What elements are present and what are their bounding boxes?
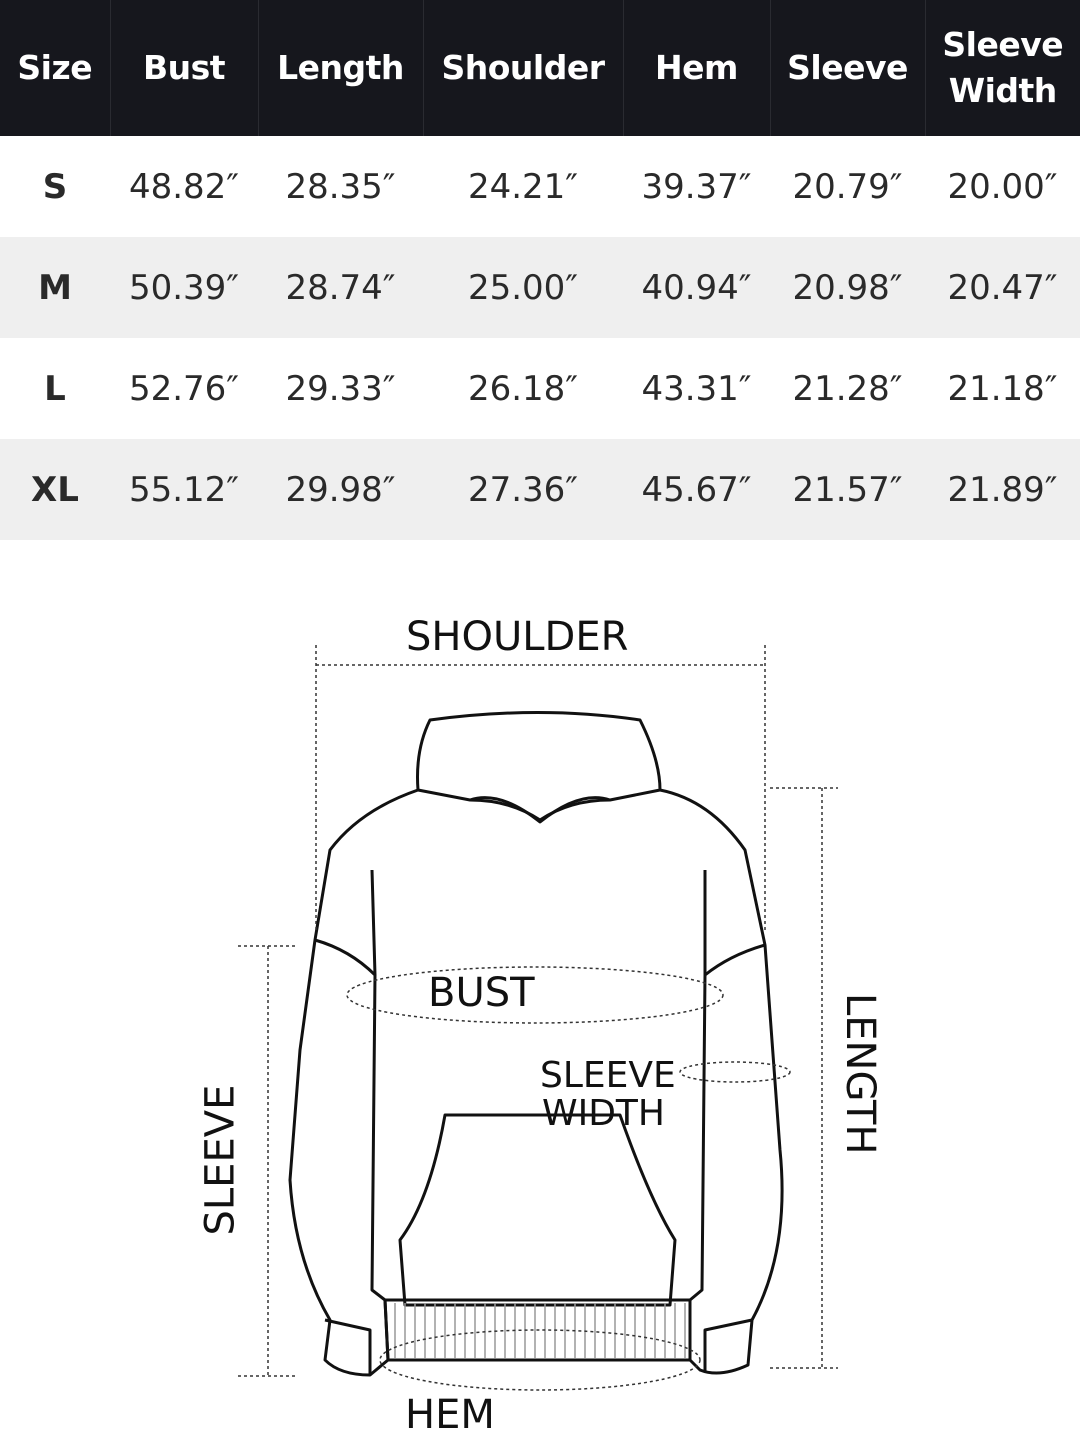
cell-size: L (44, 368, 66, 409)
cell-shoulder: 27.36″ (423, 439, 623, 540)
header-shoulder: Shoulder (422, 0, 623, 136)
cell-sleeve-width: 20.00″ (947, 166, 1058, 207)
cell-sleeve-width: 21.18″ (947, 368, 1058, 409)
cell-sleeve-width: 20.47″ (925, 237, 1080, 338)
cell-shoulder: 25.00″ (423, 237, 623, 338)
label-sleeve-width-line1: SLEEVE (540, 1055, 676, 1096)
header-size: Size (0, 0, 110, 136)
cell-size: M (0, 237, 110, 338)
label-sleeve-width-line2: WIDTH (542, 1093, 665, 1134)
cell-length: 28.74″ (258, 237, 423, 338)
cell-length: 28.35″ (285, 166, 396, 207)
cell-size: XL (0, 439, 110, 540)
table-row: M 50.39″ 28.74″ 25.00″ 40.94″ 20.98″ 20.47″ (0, 237, 1080, 338)
cell-hem: 39.37″ (641, 166, 752, 207)
cell-bust: 48.82″ (128, 166, 240, 207)
cell-sleeve-width: 21.89″ (925, 439, 1080, 540)
table-row: XL 55.12″ 29.98″ 27.36″ 45.67″ 21.57″ 21.89″ (0, 439, 1080, 540)
cell-hem: 40.94″ (623, 237, 770, 338)
table-row: S 48.82″ 28.35″ 24.21″ 39.37″ 20.79″ 20.00″ (0, 136, 1080, 237)
header-hem: Hem (622, 0, 770, 136)
label-shoulder: SHOULDER (406, 614, 629, 660)
cell-shoulder: 24.21″ (467, 166, 579, 207)
cell-shoulder: 26.18″ (467, 368, 579, 409)
header-row: Size Bust Length Shoulder Hem Sleeve Sle… (0, 0, 1080, 136)
cell-length: 29.33″ (285, 368, 396, 409)
cell-sleeve: 20.79″ (792, 166, 903, 207)
cell-bust: 50.39″ (110, 237, 258, 338)
table-row: L 52.76″ 29.33″ 26.18″ 43.31″ 21.28″ 21.18″ (0, 338, 1080, 439)
header-length: Length (257, 0, 423, 136)
header-bust: Bust (109, 0, 258, 136)
label-sleeve: SLEEVE (197, 1084, 244, 1236)
hoodie-measurement-diagram: SHOULDER BUST SLEEVE WIDTH LENGTH SLEEVE… (0, 540, 1080, 1440)
cell-bust: 52.76″ (128, 368, 240, 409)
header-sleeve: Sleeve (769, 0, 925, 136)
cell-length: 29.98″ (258, 439, 423, 540)
cell-sleeve: 21.28″ (792, 368, 903, 409)
size-chart-table: Size Bust Length Shoulder Hem Sleeve Sle… (0, 0, 1080, 540)
cell-sleeve: 20.98″ (770, 237, 925, 338)
cell-size: S (42, 166, 68, 207)
label-length: LENGTH (837, 993, 883, 1155)
label-bust: BUST (428, 970, 535, 1016)
cell-bust: 55.12″ (110, 439, 258, 540)
label-hem: HEM (405, 1392, 495, 1438)
hoodie-illustration (238, 645, 838, 1391)
cell-hem: 45.67″ (623, 439, 770, 540)
header-sleeve-width: Sleeve Width (924, 0, 1080, 136)
cell-hem: 43.31″ (641, 368, 752, 409)
cell-sleeve: 21.57″ (770, 439, 925, 540)
